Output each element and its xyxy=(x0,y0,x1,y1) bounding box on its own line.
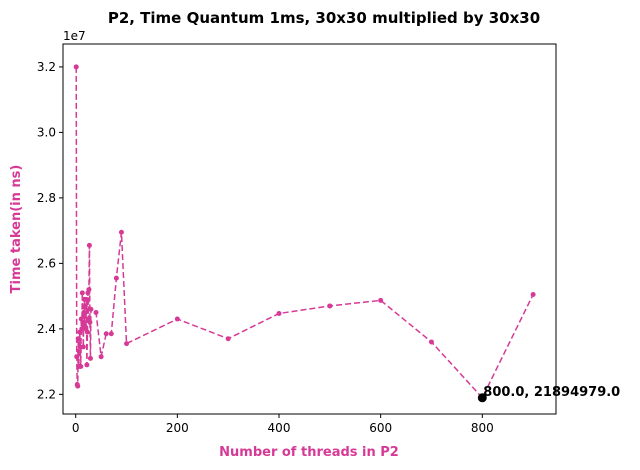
x-tick-label: 400 xyxy=(268,421,291,435)
data-series xyxy=(73,64,536,401)
highlight-annotation: 800.0, 21894979.0 xyxy=(483,385,620,400)
y-tick-label: 3.0 xyxy=(37,125,56,139)
data-point xyxy=(118,229,124,235)
data-point xyxy=(84,329,90,335)
data-point xyxy=(75,336,81,342)
highlight xyxy=(477,393,487,403)
data-point xyxy=(79,326,85,332)
data-point xyxy=(78,364,84,370)
data-point xyxy=(103,331,109,337)
data-point xyxy=(276,310,282,316)
data-point xyxy=(87,319,93,325)
data-point xyxy=(75,383,81,389)
data-point xyxy=(86,242,92,248)
y-axis-ticks: 2.2 2.4 2.6 2.8 3.0 3.2 xyxy=(37,60,63,401)
data-point xyxy=(225,336,231,342)
x-axis-label: Number of threads in P2 xyxy=(219,445,399,460)
data-point xyxy=(83,296,89,302)
x-tick-label: 800 xyxy=(471,421,494,435)
data-point xyxy=(428,339,434,345)
data-point xyxy=(108,331,114,337)
y-tick-label: 2.4 xyxy=(37,322,56,336)
series-line xyxy=(75,66,534,400)
data-point xyxy=(174,316,180,322)
y-tick-label: 2.6 xyxy=(37,256,56,270)
data-point xyxy=(82,303,88,309)
y-axis-offset-text: 1e7 xyxy=(63,29,86,43)
data-point xyxy=(378,297,384,303)
data-point xyxy=(74,354,80,360)
chart-title: P2, Time Quantum 1ms, 30x30 multiplied b… xyxy=(108,9,540,27)
data-point xyxy=(124,341,130,347)
data-point xyxy=(87,355,93,361)
y-axis-label: Time taken(in ns) xyxy=(9,165,24,294)
y-tick-label: 2.2 xyxy=(37,387,56,401)
x-tick-label: 200 xyxy=(166,421,189,435)
data-point xyxy=(530,291,536,297)
data-point xyxy=(81,309,87,315)
data-point xyxy=(93,309,99,315)
x-tick-label: 600 xyxy=(369,421,392,435)
data-point xyxy=(80,344,86,350)
y-tick-label: 2.8 xyxy=(37,191,56,205)
data-point xyxy=(79,290,85,296)
plot-area xyxy=(62,43,557,415)
x-tick-label: 0 xyxy=(72,421,80,435)
highlight-point xyxy=(477,393,487,403)
data-point xyxy=(73,64,79,70)
data-point xyxy=(76,349,82,355)
x-axis-ticks: 0 200 400 600 800 xyxy=(72,414,494,435)
data-point xyxy=(86,287,92,293)
y-tick-label: 3.2 xyxy=(37,60,56,74)
data-point xyxy=(84,362,90,368)
data-point xyxy=(88,306,94,312)
data-point xyxy=(98,354,104,360)
data-point xyxy=(327,303,333,309)
data-point xyxy=(113,275,119,281)
